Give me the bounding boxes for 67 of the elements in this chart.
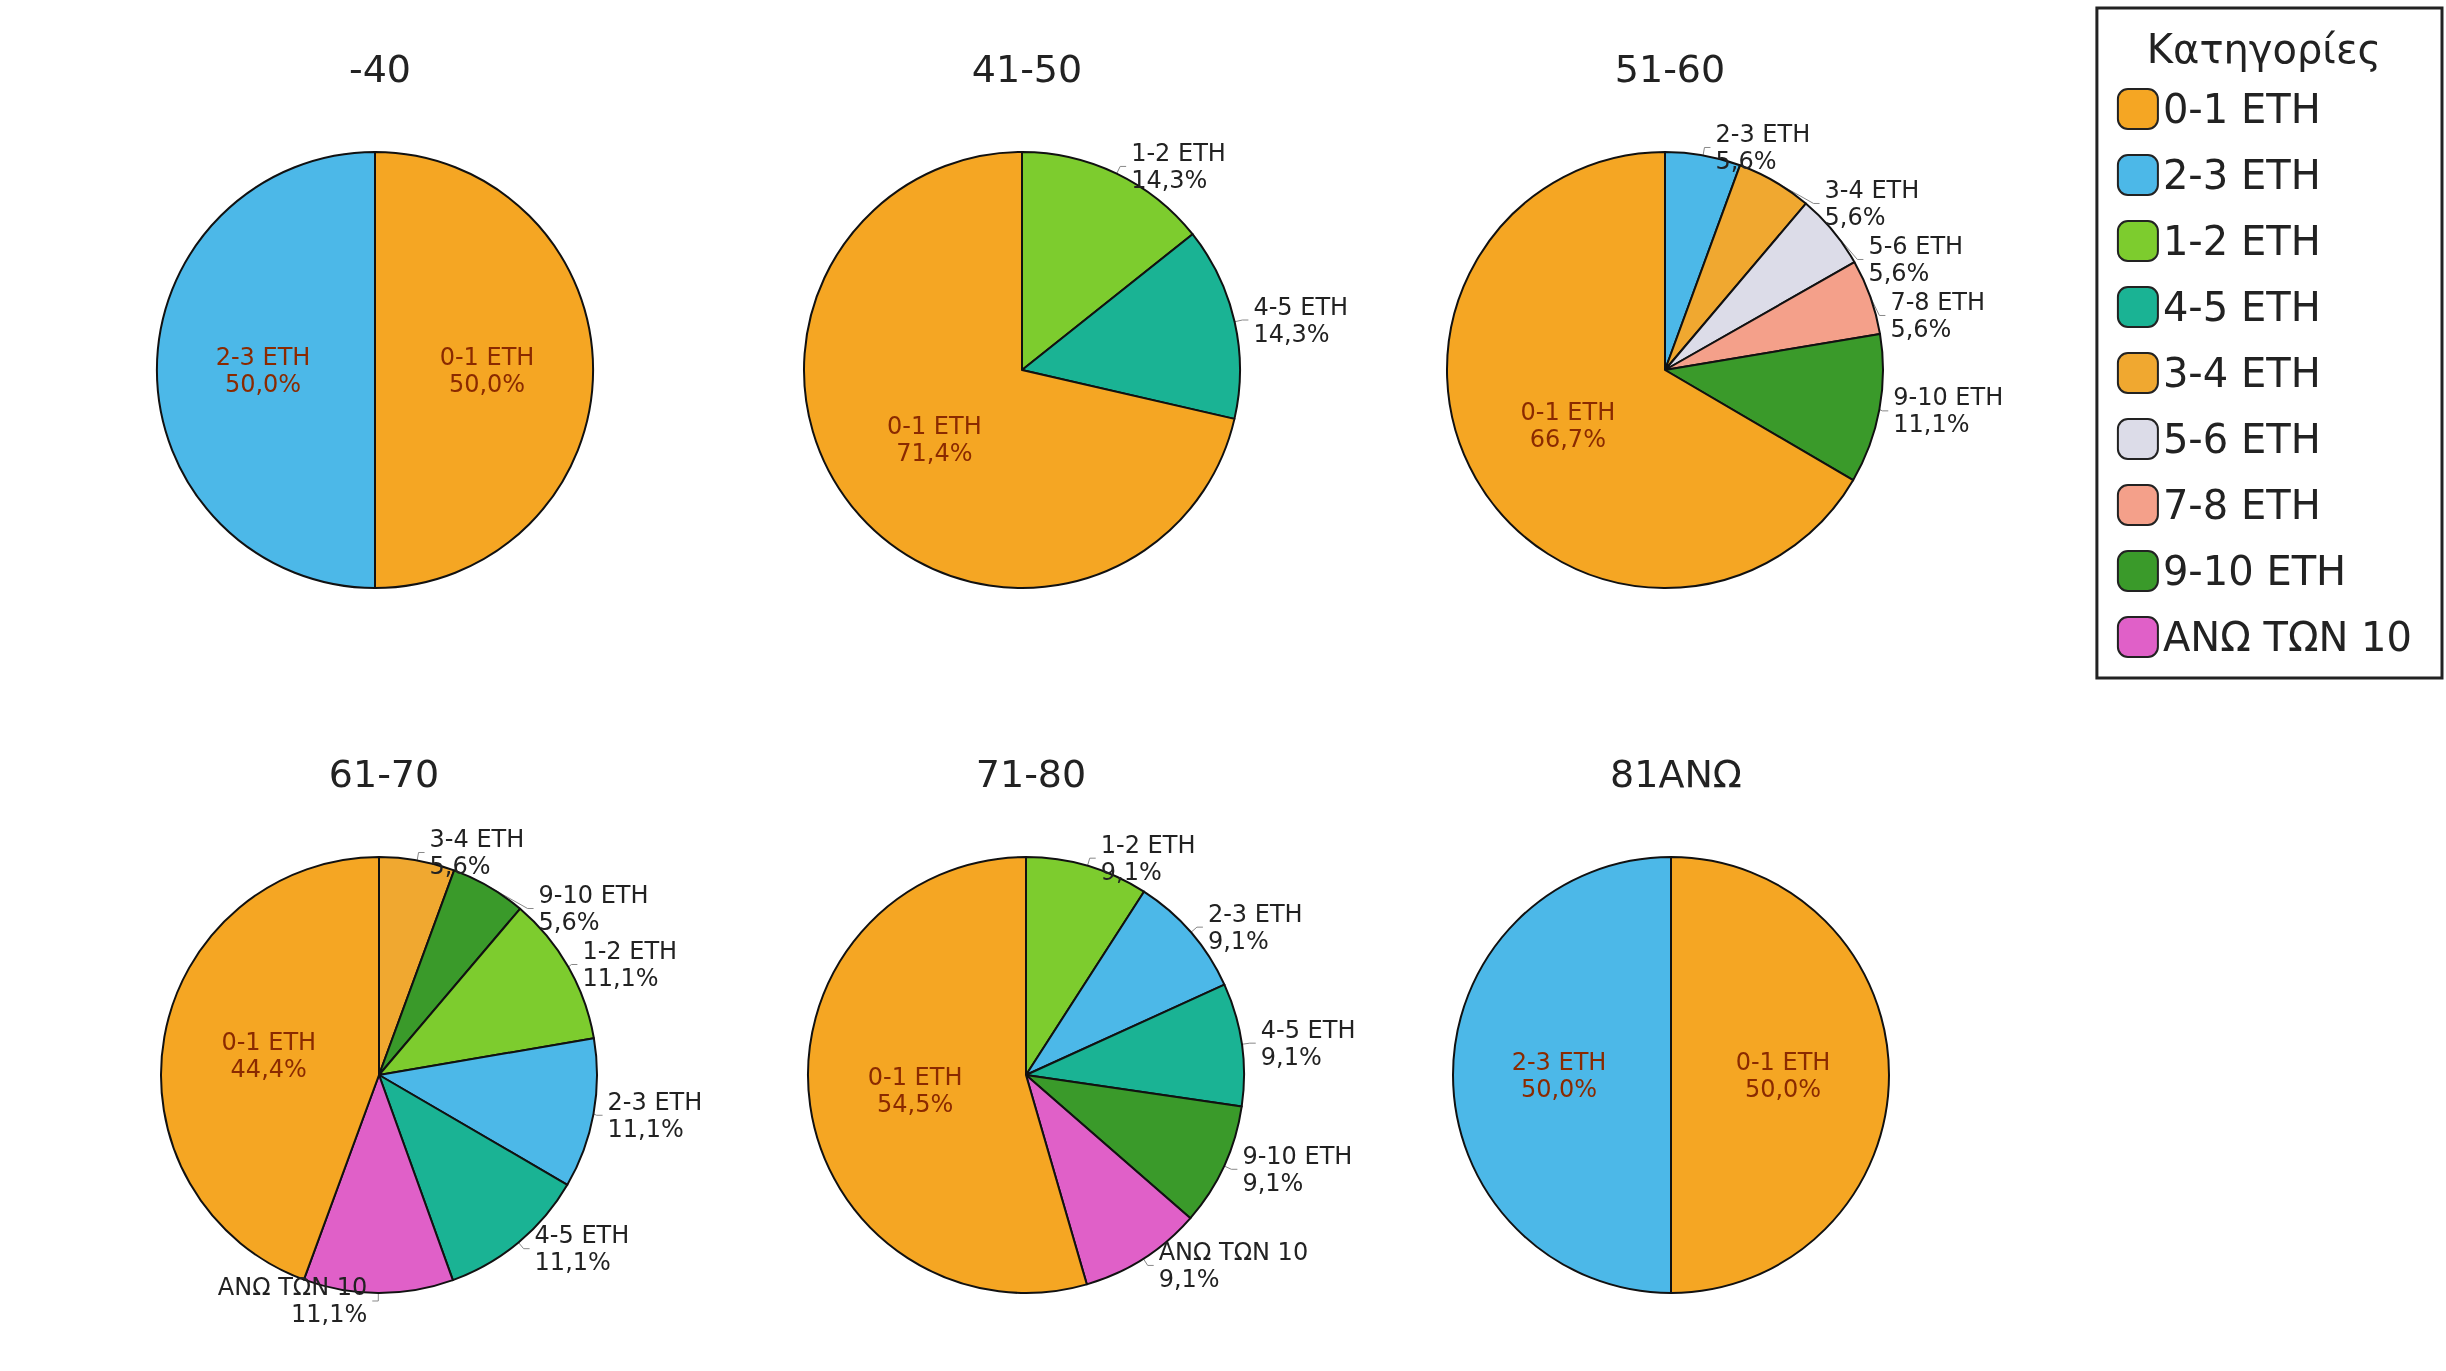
data-label: 71,4% [896, 439, 973, 468]
slice-label: ΑΝΩ ΤΩΝ 10 [1158, 1237, 1309, 1266]
slice-label: 0-1 ΕΤΗ [867, 1063, 963, 1092]
slice-label: 5-6 ΕΤΗ [1868, 231, 1964, 260]
slice-label: 3-4 ΕΤΗ [429, 824, 525, 853]
category-label: 3-4 ΕΤΗ [2162, 350, 2321, 396]
legend-label: ΑΝΩ ΤΩΝ 10 [2162, 614, 2413, 660]
text: 61-70 [328, 752, 440, 796]
data-label: 11,1% [291, 1300, 368, 1329]
legend-label: 2-3 ΕΤΗ [2162, 152, 2321, 198]
slice-label: 2-3 ΕΤΗ [1511, 1047, 1607, 1076]
slice-label: 7-8 ΕΤΗ [1890, 287, 1986, 316]
legend-label: 0-1 ΕΤΗ [2162, 86, 2321, 132]
chart-title: 41-50 [971, 47, 1083, 91]
slice-label: 9-10 ΕΤΗ [1893, 383, 2004, 412]
slice-label: 3-4 ΕΤΗ [1824, 175, 1920, 204]
data-label: 5,6% [1890, 314, 1952, 343]
data-label: 66,7% [1529, 425, 1606, 454]
slice-label: 0-1 ΕΤΗ [439, 342, 535, 371]
data-label: 9,1% [1207, 926, 1269, 955]
data-label: 9,1% [1158, 1264, 1220, 1293]
data-label: 11,1% [607, 1114, 684, 1143]
data-label: 9,1% [1242, 1168, 1304, 1197]
slice-label: 0-1 ΕΤΗ [1735, 1047, 1831, 1076]
data-label: 50,0% [1520, 1074, 1598, 1103]
legend-label: 4-5 ΕΤΗ [2162, 284, 2321, 330]
data-label: 5,6% [1715, 146, 1777, 175]
slice-label: 2-3 ΕΤΗ [1207, 899, 1303, 928]
data-label: 50,0% [224, 369, 302, 398]
slice-label: 0-1 ΕΤΗ [887, 412, 982, 441]
slice-label: 4-5 ΕΤΗ [1260, 1015, 1356, 1044]
data-label: 11,1% [534, 1248, 611, 1277]
legend-title: Κατηγορίες [2146, 26, 2381, 72]
slice-label: 1-2 ΕΤΗ [1100, 830, 1196, 859]
slice-label: 2-3 ΕΤΗ [607, 1087, 703, 1116]
data-label: 9,1% [1100, 857, 1162, 886]
data-label: 50,0% [448, 369, 526, 398]
data-label: 5,6% [538, 907, 600, 936]
data-label: 54,5% [876, 1090, 954, 1119]
slice-label: 2-3 ΕΤΗ [215, 342, 311, 371]
data-label: 11,1% [1893, 410, 1970, 439]
legend-label: 9-10 ΕΤΗ [2162, 548, 2347, 594]
slice-label: 4-5 ΕΤΗ [1253, 292, 1349, 321]
chart-title: 71-80 [975, 752, 1087, 796]
data-label: 5,6% [1824, 202, 1886, 231]
slice-label: 9-10 ΕΤΗ [538, 880, 649, 909]
legend-label: 7-8 ΕΤΗ [2162, 482, 2321, 528]
data-label: 14,3% [1253, 319, 1330, 348]
data-label: 14,3% [1131, 165, 1208, 194]
data-label: 5,6% [429, 851, 491, 880]
slice-label: 2-3 ΕΤΗ [1715, 119, 1811, 148]
data-label: 50,0% [1744, 1074, 1822, 1103]
slice-label: 0-1 ΕΤΗ [221, 1027, 317, 1056]
slice-label: 4-5 ΕΤΗ [534, 1221, 630, 1250]
data-label: 9,1% [1260, 1042, 1322, 1071]
slice-label: 1-2 ΕΤΗ [582, 936, 678, 965]
legend-label: 5-6 ΕΤΗ [2162, 416, 2321, 462]
data-label: 5,6% [1868, 258, 1930, 287]
slice-label: 0-1 ΕΤΗ [1520, 398, 1616, 427]
slice-label: 9-10 ΕΤΗ [1242, 1141, 1353, 1170]
chart-title: 51-60 [1614, 47, 1726, 91]
data-label: 44,4% [230, 1054, 307, 1083]
chart-title: 81ΑΝΩ [1610, 752, 1742, 796]
text: -40 [348, 47, 412, 91]
slice-label: 1-2 ΕΤΗ [1131, 138, 1226, 167]
legend-label: 1-2 ΕΤΗ [2162, 218, 2321, 264]
data-label: 11,1% [582, 963, 659, 992]
